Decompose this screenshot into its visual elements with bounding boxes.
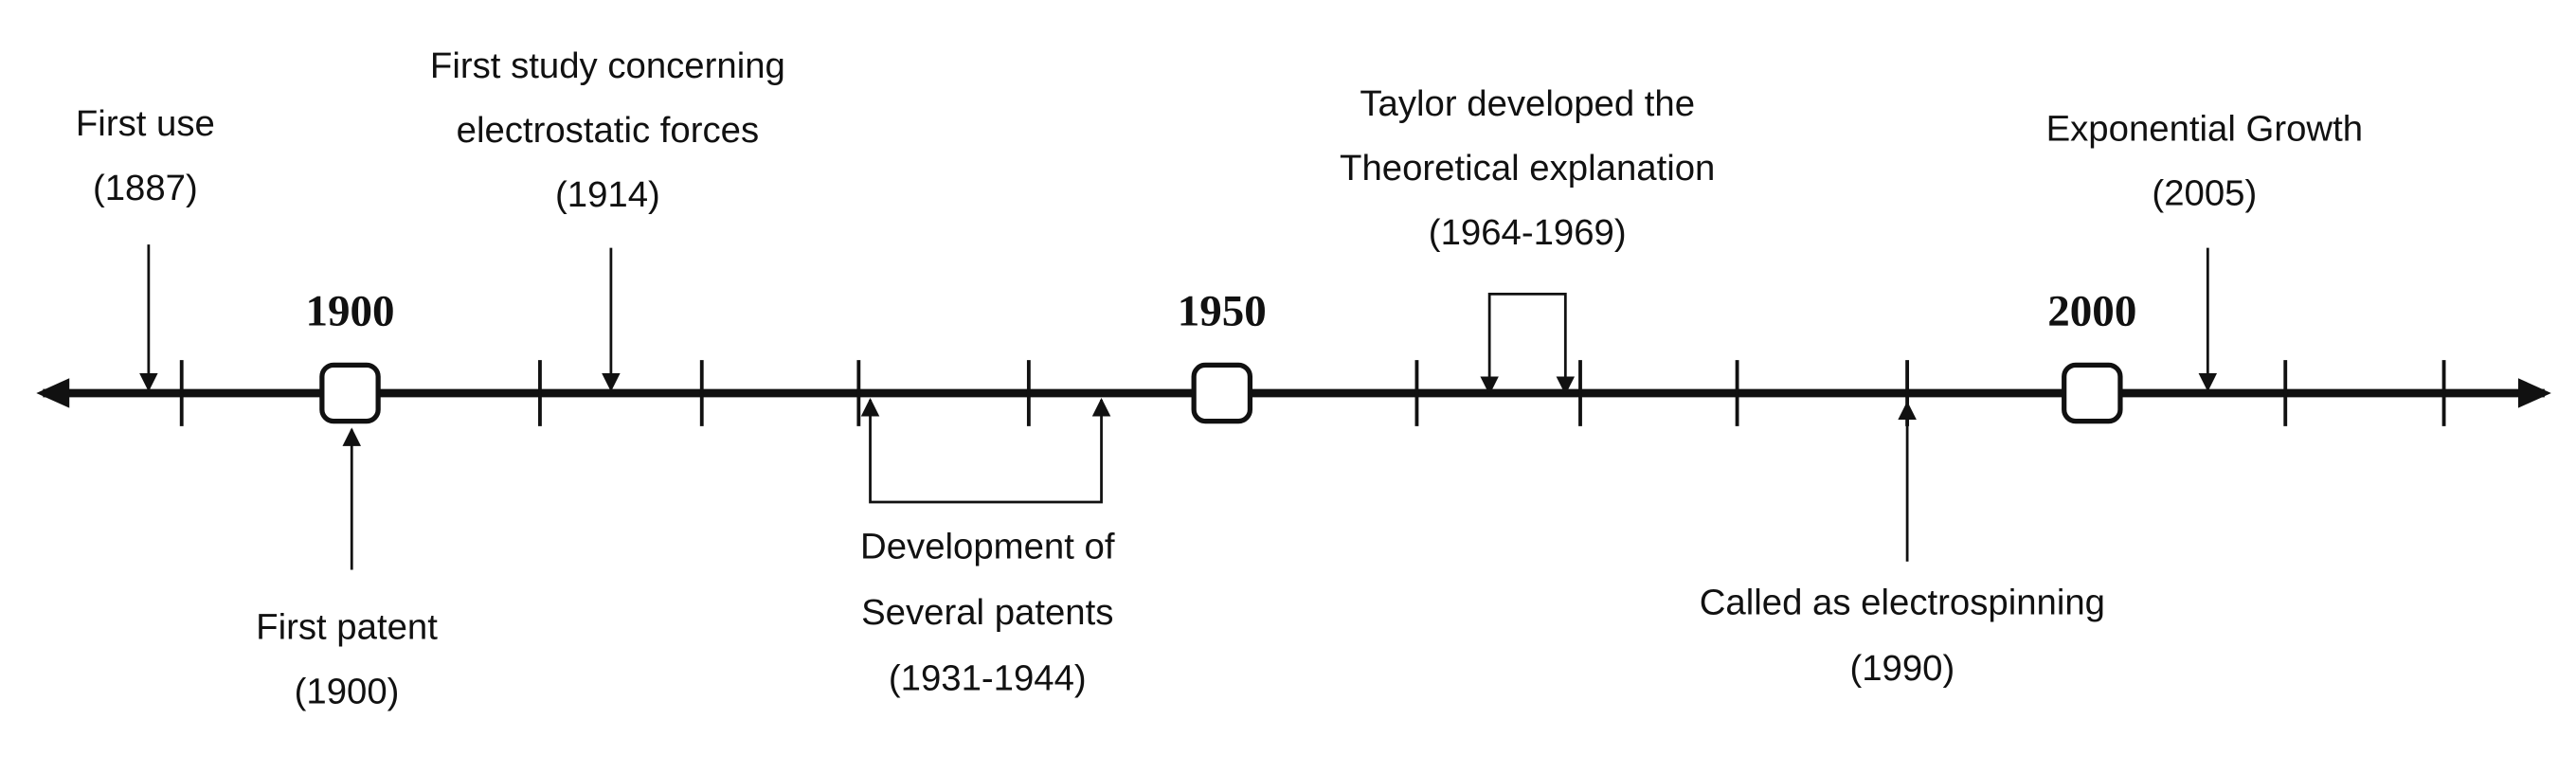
axis-arrow-left — [36, 378, 70, 408]
event-label: Taylor developed the — [1360, 83, 1695, 124]
event-label: (1964-1969) — [1429, 212, 1627, 253]
event-label: First patent — [256, 607, 438, 648]
milestone-box — [319, 362, 381, 424]
event-label: (1931-1944) — [889, 658, 1087, 699]
event-label: (1887) — [93, 168, 198, 208]
milestone-label: 1900 — [305, 287, 394, 336]
event-label: (1914) — [555, 174, 660, 215]
event-label: (2005) — [2152, 172, 2257, 213]
milestone-box — [2062, 362, 2123, 424]
event-label: Called as electrospinning — [1700, 583, 2105, 623]
event-label: (1900) — [295, 672, 400, 712]
event-label: electrostatic forces — [457, 110, 760, 151]
event-label: First study concerning — [430, 45, 785, 86]
event-label: Theoretical explanation — [1340, 148, 1715, 189]
event-label: Development of — [860, 526, 1115, 566]
bracket-arrow — [1480, 293, 1576, 395]
milestone-label: 2000 — [2047, 287, 2136, 336]
event-label: (1990) — [1849, 648, 1955, 689]
event-label: Exponential Growth — [2046, 108, 2364, 149]
event-label: First use — [76, 103, 215, 144]
milestone-box — [1191, 362, 1253, 424]
milestone-label: 1950 — [1178, 287, 1267, 336]
bracket-arrow — [860, 397, 1111, 504]
axis-arrow-right — [2517, 378, 2551, 408]
event-label: Several patents — [861, 592, 1113, 633]
